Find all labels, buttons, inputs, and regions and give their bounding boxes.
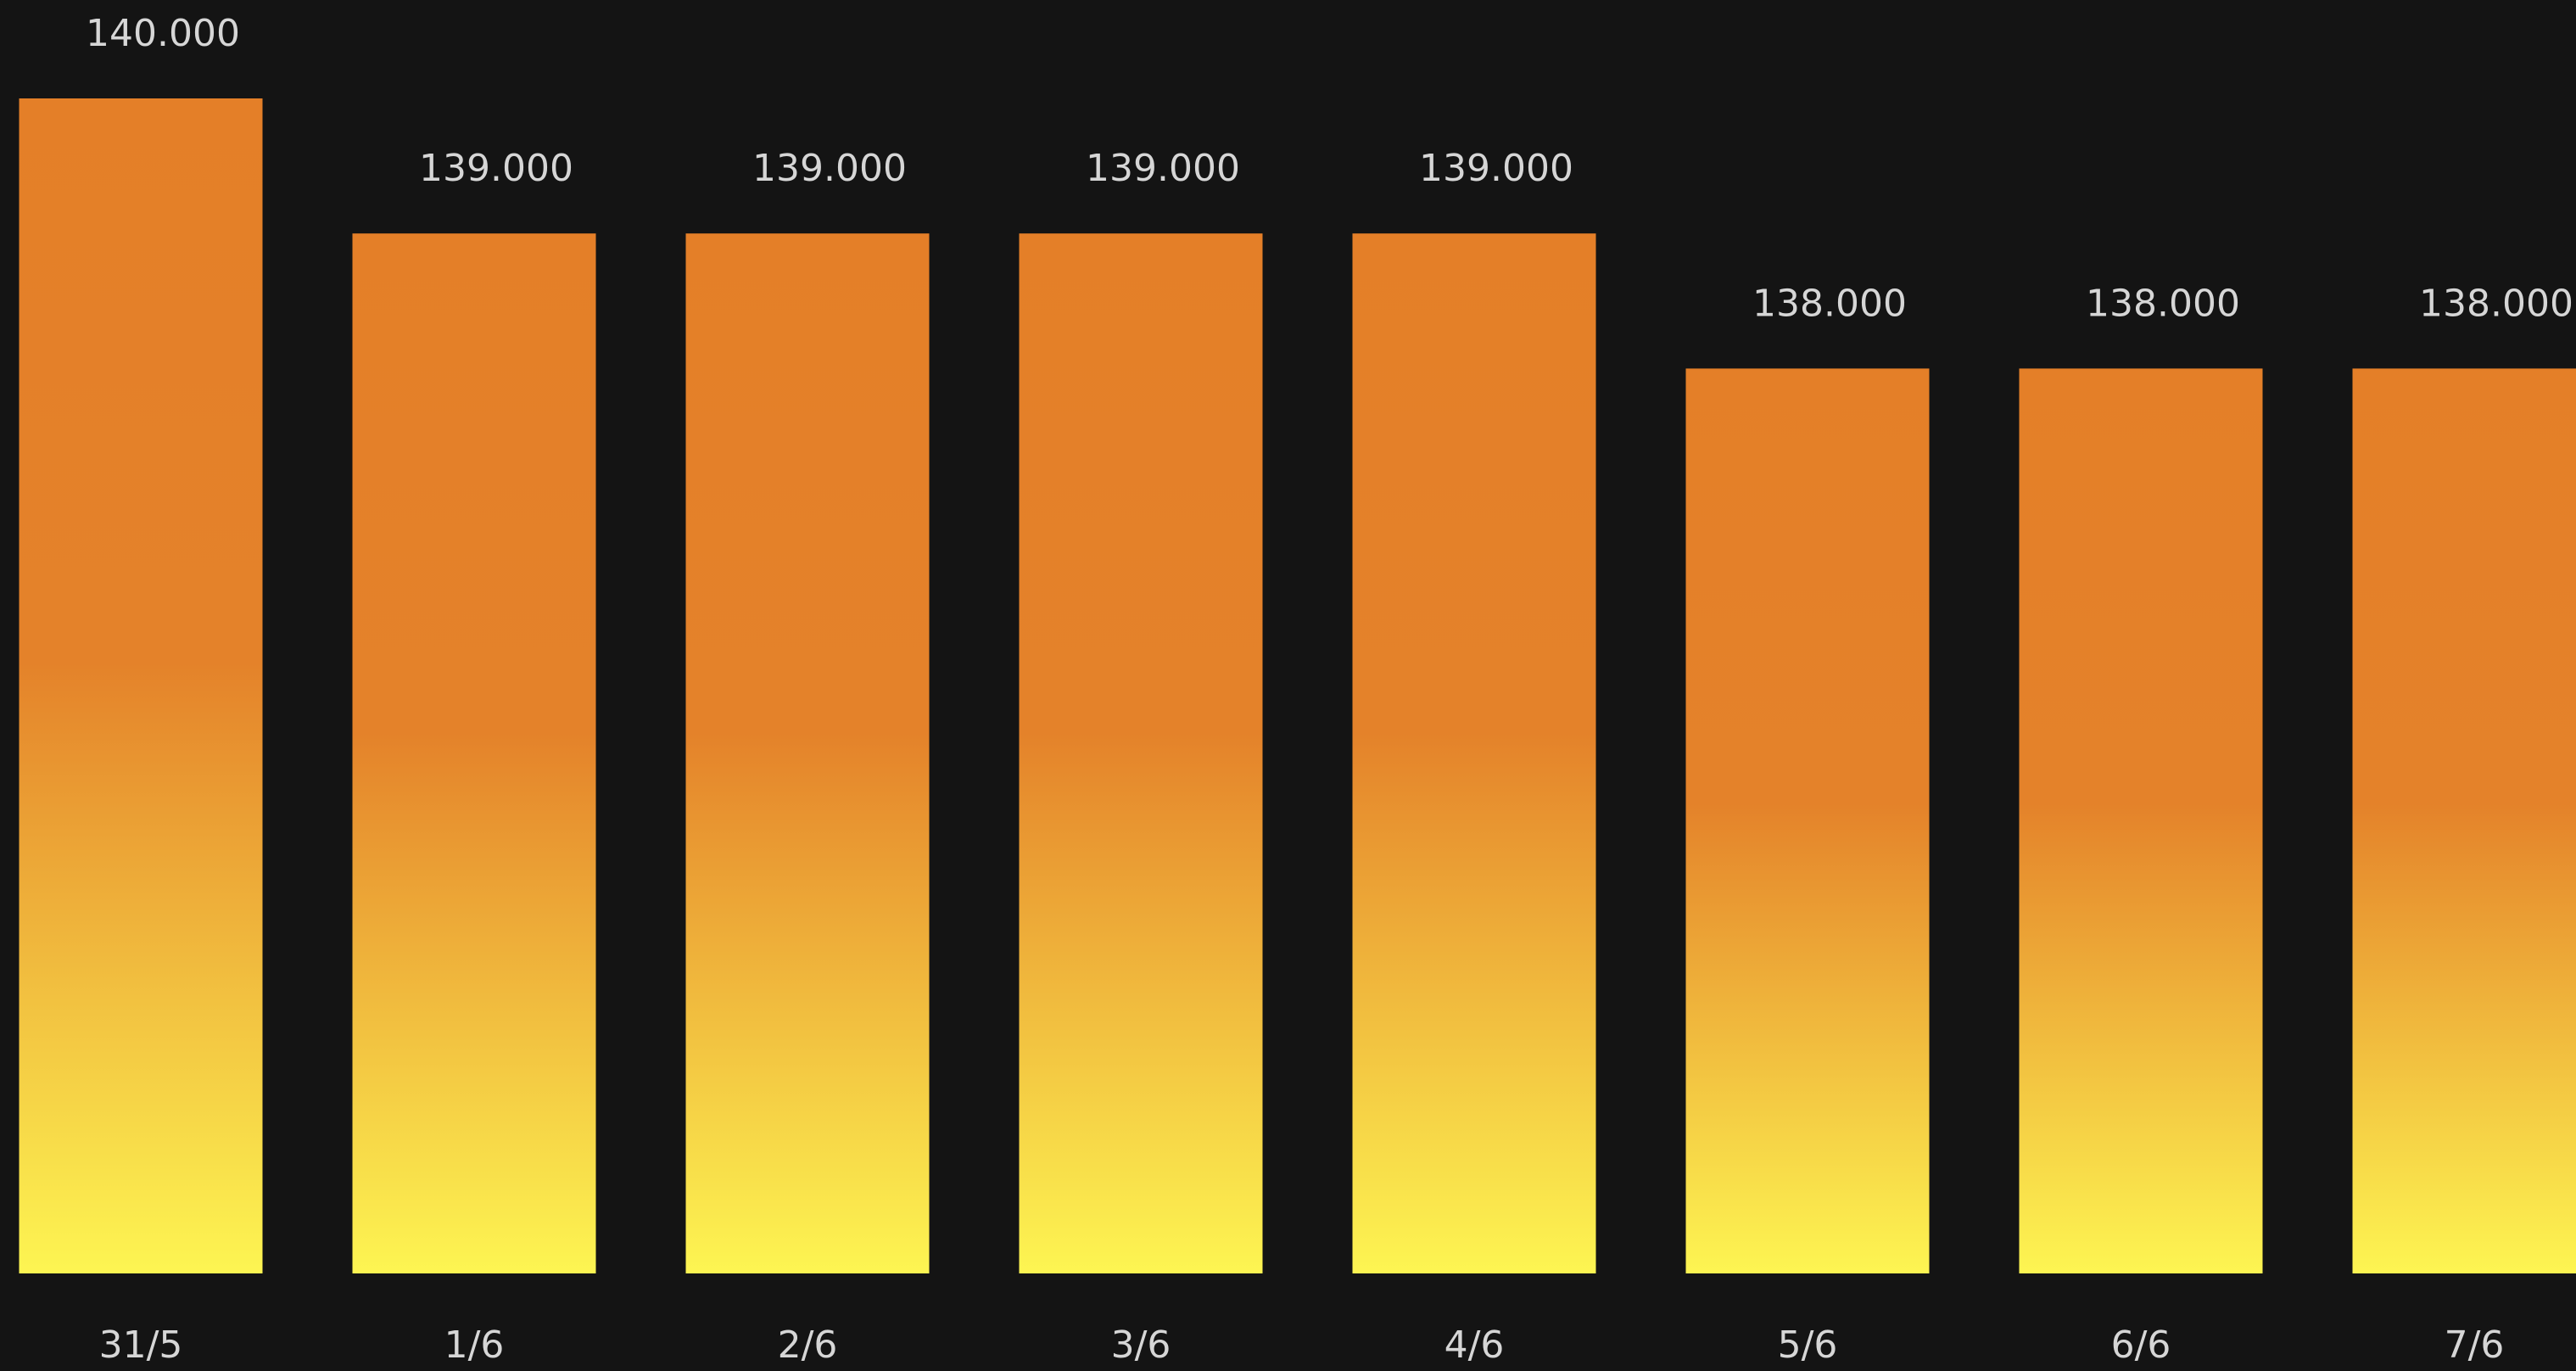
x-tick-label: 4/6: [1444, 1323, 1505, 1367]
bar: [19, 98, 263, 1273]
value-label: 139.000: [1419, 147, 1573, 190]
x-tick-label: 31/5: [99, 1323, 183, 1367]
value-label: 138.000: [1752, 282, 1907, 325]
bar: [1685, 368, 1930, 1273]
x-tick-label: 6/6: [2111, 1323, 2171, 1367]
x-tick-label: 5/6: [1778, 1323, 1838, 1367]
x-tick-label: 3/6: [1111, 1323, 1171, 1367]
bar: [352, 233, 596, 1273]
x-tick-label: 2/6: [778, 1323, 838, 1367]
value-label: 139.000: [1086, 147, 1240, 190]
bar: [2352, 368, 2576, 1273]
bar: [2019, 368, 2263, 1273]
value-label: 138.000: [2419, 282, 2573, 325]
bar: [1352, 233, 1596, 1273]
value-label: 138.000: [2086, 282, 2240, 325]
bar: [685, 233, 930, 1273]
value-label: 140.000: [86, 12, 240, 55]
x-tick-label: 1/6: [444, 1323, 505, 1367]
value-label: 139.000: [419, 147, 573, 190]
value-label: 139.000: [752, 147, 907, 190]
x-tick-label: 7/6: [2445, 1323, 2505, 1367]
bar: [1019, 233, 1263, 1273]
